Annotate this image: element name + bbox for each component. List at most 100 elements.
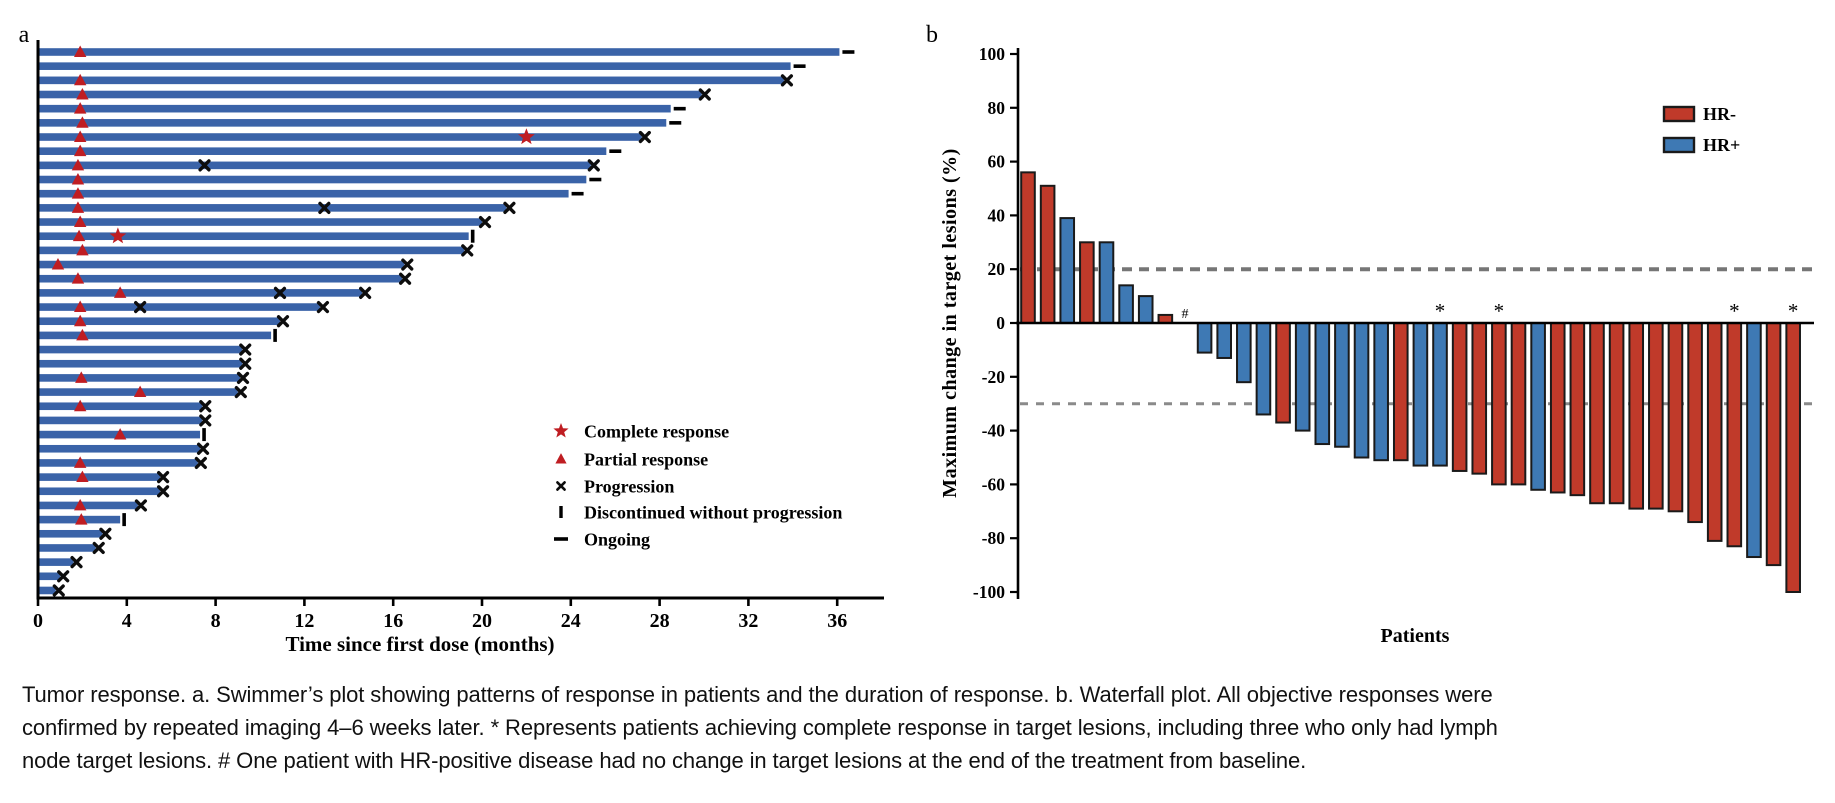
progression-x-icon (503, 201, 516, 214)
swimmer-bar (39, 232, 469, 241)
swimmer-x-tick-label: 0 (33, 610, 43, 632)
waterfall-bar (1530, 322, 1546, 491)
swimmer-bar (39, 572, 61, 581)
progression-x-icon (199, 414, 212, 427)
swimmer-bar (39, 161, 591, 170)
waterfall-bar (1589, 322, 1605, 505)
waterfall-bar (1412, 322, 1429, 467)
waterfall-bar (1373, 322, 1389, 462)
progression-x-icon (780, 74, 794, 87)
swimmer-bar (39, 359, 243, 368)
waterfall-bar (1334, 322, 1350, 448)
progression-x-icon (194, 456, 207, 470)
waterfall-bar (1667, 322, 1684, 513)
swimmer-legend-label: Ongoing (584, 530, 650, 550)
swimmer-bar (39, 48, 840, 56)
swimmer-bar (39, 260, 405, 269)
waterfall-bar (1451, 322, 1468, 472)
progression-x-icon (587, 159, 600, 172)
waterfall-bar (1118, 284, 1134, 324)
waterfall-bar (1098, 241, 1115, 324)
partial-response-triangle-icon (71, 201, 85, 213)
waterfall-bar (1353, 322, 1370, 459)
partial-response-triangle-icon (71, 187, 85, 199)
progression-x-icon (198, 159, 211, 172)
swimmer-bar (39, 402, 203, 411)
caption-line-2: confirmed by repeated imaging 4–6 weeks … (22, 715, 1498, 740)
waterfall-bar (1746, 322, 1762, 559)
waterfall-y-tick-label: -20 (982, 367, 1006, 387)
waterfall-bar (1079, 241, 1095, 324)
partial-response-triangle-icon (75, 513, 88, 525)
waterfall-legend-label: HR+ (1703, 135, 1740, 155)
waterfall-bar (1549, 322, 1566, 494)
figure-caption: Tumor response. a. Swimmer’s plot showin… (22, 678, 1822, 777)
progression-x-icon (316, 300, 330, 314)
waterfall-legend-swatch (1662, 136, 1696, 154)
swimmer-x-tick-label: 8 (211, 610, 221, 632)
swimmer-bar (39, 204, 507, 212)
partial-response-triangle-icon (113, 286, 127, 298)
partial-response-triangle-icon (73, 300, 87, 313)
waterfall-y-tick-label: -60 (982, 474, 1006, 494)
swimmer-bar (39, 558, 74, 566)
swimmer-bar (39, 133, 642, 141)
progression-x-icon (273, 286, 287, 299)
swimmer-bar (39, 345, 243, 354)
waterfall-bar (1196, 322, 1213, 354)
partial-response-triangle-icon (71, 173, 85, 185)
progression-x-icon (638, 130, 651, 144)
waterfall-bar (1216, 322, 1233, 359)
caption-line-1: Tumor response. a. Swimmer’s plot showin… (22, 682, 1493, 707)
waterfall-bar (1392, 322, 1409, 462)
waterfall-x-axis-title: Patients (1381, 625, 1450, 647)
waterfall-y-tick-label: 80 (988, 98, 1006, 118)
swimmer-bar (39, 76, 784, 85)
swimmer-legend-label: Partial response (584, 450, 708, 470)
partial-response-triangle-icon (51, 258, 65, 270)
partial-response-triangle-icon (113, 428, 127, 440)
partial-response-triangle-icon (76, 470, 89, 483)
waterfall-legend-swatch (1662, 105, 1696, 123)
partial-response-triangle-icon (73, 456, 87, 468)
waterfall-bar (1785, 322, 1801, 593)
partial-response-triangle-icon (73, 73, 87, 86)
waterfall-bar (1471, 322, 1488, 475)
progression-x-icon (92, 541, 105, 555)
swimmer-bar (39, 218, 482, 226)
partial-response-triangle-icon (75, 371, 88, 383)
partial-response-triangle-icon (555, 453, 567, 464)
waterfall-bar (1137, 295, 1154, 325)
waterfall-bar (1608, 322, 1625, 505)
waterfall-bar (1020, 171, 1036, 324)
waterfall-bar (1765, 322, 1782, 567)
progression-x-icon (52, 584, 65, 597)
swimmer-legend-label: Complete response (584, 422, 729, 442)
swimmer-bar (39, 529, 103, 538)
waterfall-legend-label: HR- (1703, 104, 1736, 124)
swimmer-x-tick-label: 24 (561, 610, 581, 632)
star-annotation: * (1729, 299, 1740, 323)
star-annotation: * (1435, 299, 1446, 323)
partial-response-triangle-icon (76, 328, 89, 341)
waterfall-bar (1275, 322, 1291, 424)
partial-response-triangle-icon (73, 314, 87, 327)
waterfall-y-tick-label: -100 (973, 582, 1005, 602)
swimmer-x-tick-label: 20 (472, 610, 492, 632)
swimmer-bar (39, 147, 607, 155)
progression-x-icon (478, 215, 492, 229)
caption-line-3: node target lesions. # One patient with … (22, 748, 1307, 773)
complete-response-star-icon (518, 128, 535, 145)
swimmer-bar (39, 586, 56, 595)
partial-response-triangle-icon (73, 399, 87, 412)
partial-response-triangle-icon (72, 229, 86, 242)
progression-x-icon (461, 244, 474, 257)
swimmer-x-axis-title: Time since first dose (months) (285, 632, 554, 656)
complete-response-star-icon (553, 423, 569, 438)
swimmer-bar (39, 444, 201, 453)
waterfall-y-tick-label: 0 (996, 313, 1005, 333)
swimmer-x-tick-label: 4 (122, 610, 132, 632)
partial-response-triangle-icon (71, 158, 85, 171)
partial-response-triangle-icon (73, 215, 87, 227)
partial-response-triangle-icon (73, 130, 87, 142)
